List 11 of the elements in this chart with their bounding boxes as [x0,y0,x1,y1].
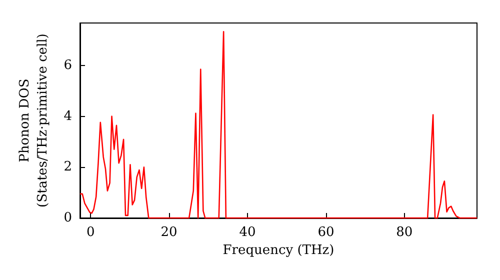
x-tick-label: 0 [86,225,95,240]
y-tick-label: 2 [64,160,72,175]
x-tick-label: 80 [396,225,413,240]
y-tick-label: 4 [64,108,72,124]
y-tick-label: 0 [64,210,72,226]
x-tick-label: 40 [239,225,256,240]
y-axis-title: Phonon DOS (States/THz·primitive cell) [18,33,50,208]
x-tick-label: 20 [160,225,178,240]
y-tick-label: 6 [64,58,72,73]
x-tick-label: 60 [318,225,334,240]
x-axis-title: Frequency (THz) [222,243,334,258]
